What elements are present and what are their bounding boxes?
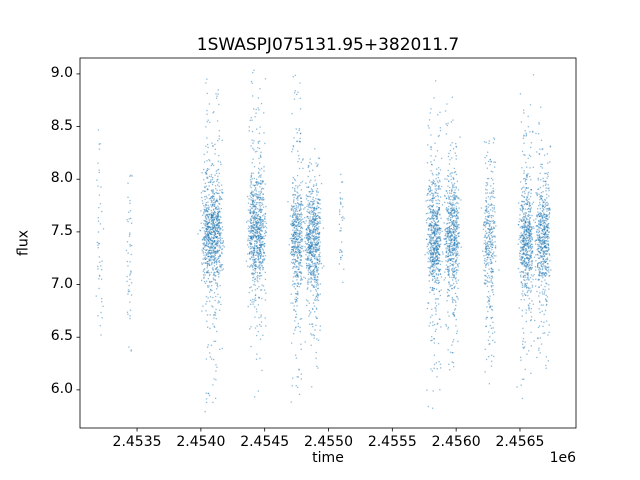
y-tick-label: 8.0 (50, 170, 73, 187)
x-tick-label: 2.4565 (495, 434, 545, 450)
x-tick-label: 2.4540 (176, 434, 226, 450)
x-tick-label: 2.4535 (112, 434, 162, 450)
chart-title: 1SWASPJ075131.95+382011.7 (196, 35, 460, 55)
x-axis-offset-label: 1e6 (549, 450, 576, 466)
x-axis-label: time (312, 450, 344, 466)
x-tick-label: 2.4555 (367, 434, 417, 450)
y-tick-label: 6.0 (50, 380, 73, 397)
y-tick-label: 7.0 (50, 275, 73, 292)
x-tick-label: 2.4545 (240, 434, 290, 450)
x-tick-label: 2.4560 (431, 434, 481, 450)
x-tick-label: 2.4550 (304, 434, 353, 450)
y-axis-label: flux (15, 230, 32, 256)
y-tick-label: 9.0 (50, 64, 73, 81)
y-tick-label: 8.5 (50, 117, 73, 134)
y-tick-label: 6.5 (50, 328, 73, 345)
y-tick-label: 7.5 (50, 222, 73, 239)
